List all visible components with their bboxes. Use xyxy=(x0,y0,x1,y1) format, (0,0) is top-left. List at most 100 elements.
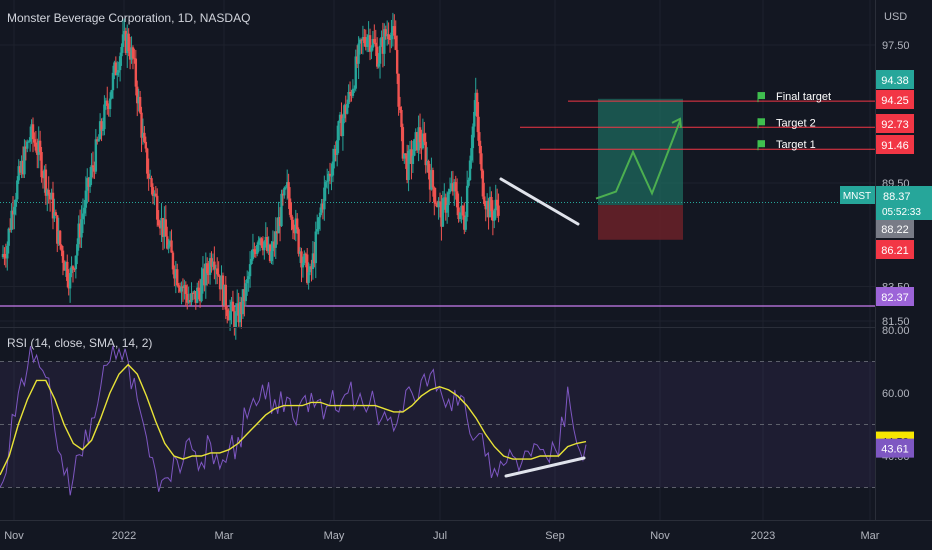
candle-body xyxy=(347,91,350,104)
candle-body xyxy=(418,127,422,143)
candle-body xyxy=(100,121,103,131)
rsi-ma-line xyxy=(0,363,587,476)
candle-body xyxy=(201,268,205,280)
candle-body xyxy=(271,241,275,252)
candle-body xyxy=(365,37,369,47)
target-label: Final target xyxy=(776,91,831,103)
candle-body xyxy=(391,26,395,33)
time-tick-label: Nov xyxy=(650,530,670,542)
candle-body xyxy=(104,100,108,105)
rsi-legend[interactable]: RSI (14, close, SMA, 14, 2) xyxy=(7,336,152,350)
candle-body xyxy=(395,49,399,74)
candle-body xyxy=(350,93,353,96)
candle-body xyxy=(191,293,195,295)
candle-body xyxy=(381,37,385,54)
target-label: Target 1 xyxy=(776,139,816,151)
candle-body xyxy=(321,203,325,210)
price-label-badge xyxy=(876,70,914,89)
candle-body xyxy=(111,72,115,91)
rsi-pane[interactable] xyxy=(0,345,875,496)
price-label-text: 94.38 xyxy=(881,75,909,87)
candle-body xyxy=(86,178,89,191)
candle-body xyxy=(1,253,5,258)
candle-body xyxy=(374,42,377,47)
candle-body xyxy=(21,160,25,175)
drawings xyxy=(499,117,682,226)
candle-body xyxy=(134,58,138,87)
candle-body xyxy=(325,181,329,183)
time-tick-label: May xyxy=(324,530,345,542)
candle-body xyxy=(171,252,175,270)
candle-body xyxy=(264,237,267,242)
candle-body xyxy=(465,185,469,217)
candle-body xyxy=(141,132,145,138)
candle-body xyxy=(411,155,415,164)
candle-body xyxy=(46,189,49,196)
candle-body xyxy=(351,88,355,96)
current-price-badge xyxy=(876,186,932,220)
currency-label: USD xyxy=(884,11,907,23)
candle-body xyxy=(87,178,90,187)
time-tick-label: Mar xyxy=(861,530,880,542)
target-label: Target 2 xyxy=(776,117,816,129)
candle-body xyxy=(373,38,376,43)
candle-body xyxy=(298,251,302,254)
candle-body xyxy=(458,212,462,219)
candle-body xyxy=(91,165,95,168)
candle-body xyxy=(10,210,13,230)
time-axis[interactable]: Nov 2022 Mar May Jul Sep Nov 2023 Mar xyxy=(4,530,880,542)
candle-body xyxy=(308,266,312,273)
candle-body xyxy=(288,198,292,215)
candle-body xyxy=(70,266,73,274)
candle-body xyxy=(447,192,450,206)
candle-body xyxy=(441,198,445,227)
candle-body xyxy=(434,202,437,204)
candle-body xyxy=(61,250,65,263)
candle-body xyxy=(384,29,387,37)
candle-body xyxy=(378,45,382,64)
price-label-text: 88.22 xyxy=(881,224,909,236)
time-tick-label: Sep xyxy=(545,530,565,542)
symbol-title[interactable]: Monster Beverage Corporation, 1D, NASDAQ xyxy=(7,11,250,25)
candle-body xyxy=(293,229,296,234)
candle-body xyxy=(176,269,179,286)
candle-body xyxy=(243,289,246,302)
candle-body xyxy=(404,153,407,156)
candle-body xyxy=(131,47,135,59)
candle-body xyxy=(415,132,419,151)
candle-body xyxy=(246,279,249,284)
rsi-value-badge xyxy=(876,438,914,458)
candle-body xyxy=(477,116,480,141)
candle-body xyxy=(148,178,152,180)
candle-body xyxy=(424,141,427,166)
price-axis[interactable]: 97.5089.5083.5081.5094.3894.2592.7391.46… xyxy=(840,40,932,463)
candle-body xyxy=(283,187,286,196)
candle-body xyxy=(333,149,336,162)
candle-body xyxy=(375,46,379,67)
candle-body xyxy=(400,110,403,128)
candle-body xyxy=(236,303,239,313)
candle-body xyxy=(428,172,432,190)
candle-body xyxy=(317,217,320,230)
candle-body xyxy=(223,284,226,306)
candle-body xyxy=(248,264,252,277)
candle-body xyxy=(160,217,163,229)
candle-body xyxy=(435,203,439,208)
candle-body xyxy=(408,149,412,151)
candle-body xyxy=(170,240,173,253)
price-pane[interactable]: Final target Target 2 Target 1 xyxy=(0,12,875,340)
candle-body xyxy=(303,253,306,263)
candle-body xyxy=(117,70,120,73)
candle-body xyxy=(485,200,489,210)
candle-body xyxy=(487,200,490,218)
flag-icon xyxy=(758,92,765,100)
candle-body xyxy=(24,146,28,149)
candle-body xyxy=(106,100,109,106)
candle-body xyxy=(474,92,477,112)
candle-body xyxy=(286,182,289,188)
candle-body xyxy=(126,33,129,53)
candle-body xyxy=(454,182,457,192)
candle-body xyxy=(233,311,236,328)
price-label-text: 91.46 xyxy=(881,140,909,152)
